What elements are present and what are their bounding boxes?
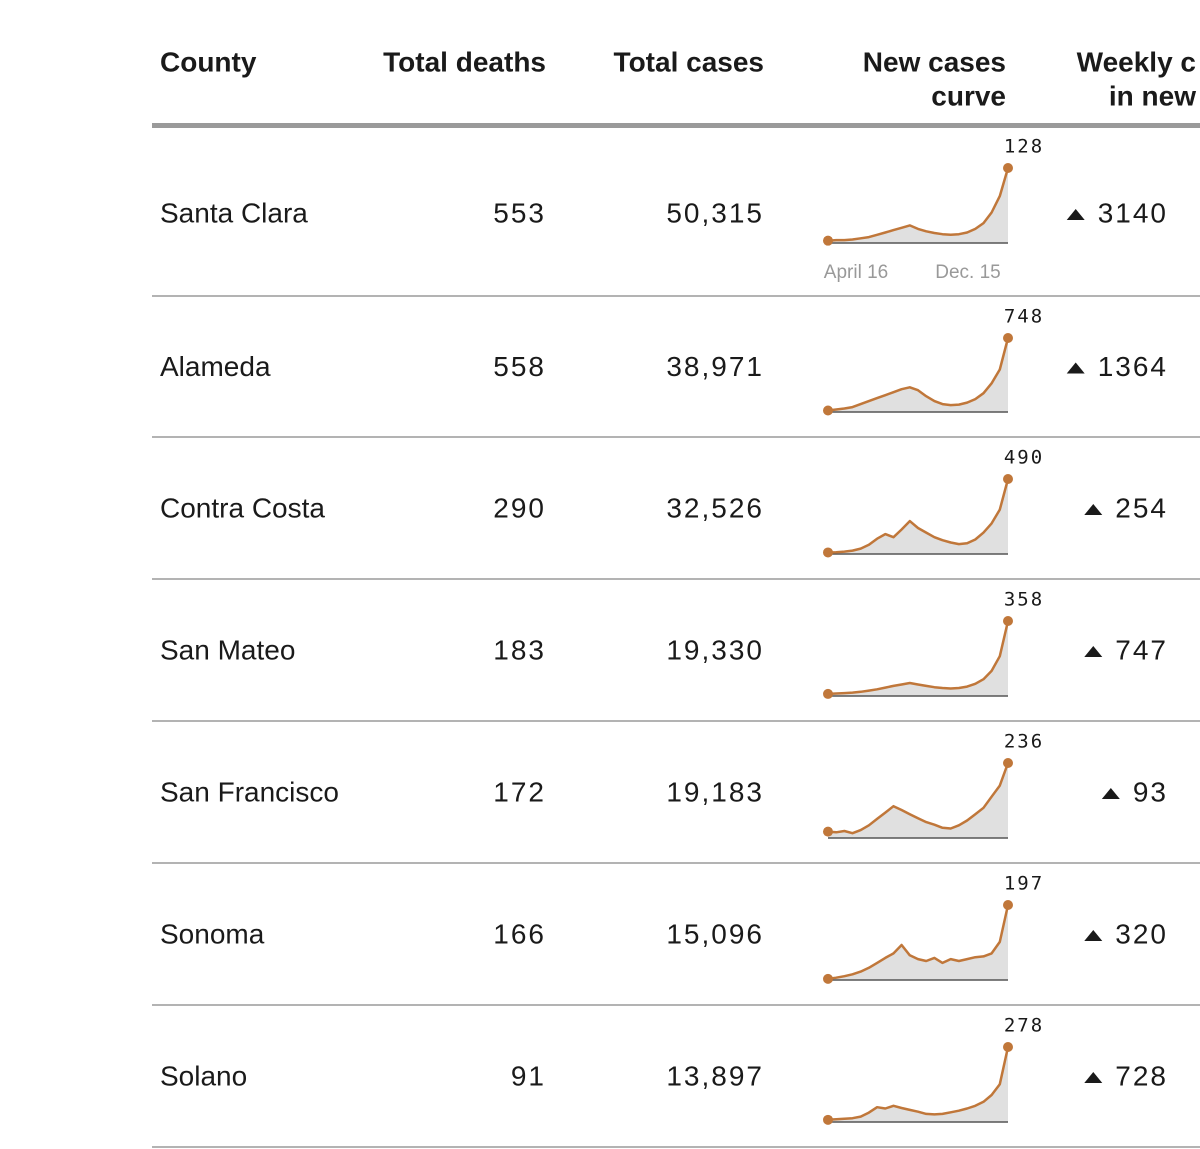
cases: 50,315	[666, 197, 764, 228]
column-header: Total deaths	[383, 46, 546, 77]
curve-start-dot	[823, 1114, 833, 1125]
weekly-change: 93	[1133, 776, 1168, 807]
curve-end-dot	[1003, 616, 1013, 626]
up-arrow	[1084, 504, 1103, 515]
curve-area	[828, 479, 1008, 554]
cases: 15,096	[666, 918, 764, 949]
curve-start-dot	[823, 235, 833, 246]
curve-x-label: Dec. 15	[935, 262, 1000, 283]
deaths: 183	[493, 634, 546, 665]
curve-line	[827, 167, 1010, 242]
deaths: 558	[493, 351, 546, 382]
up-arrow	[1066, 362, 1085, 374]
curve-area	[828, 621, 1008, 696]
curve-end-dot	[1003, 1042, 1013, 1052]
curve-end-dot	[1003, 333, 1013, 343]
county: Alameda	[160, 351, 271, 382]
county: Sonoma	[160, 918, 265, 949]
curve-start-dot	[823, 826, 833, 837]
curve-line	[827, 478, 1010, 554]
curve-area	[828, 338, 1008, 412]
peak-label: 358	[1004, 589, 1044, 611]
weekly-change: 3140	[1098, 197, 1168, 228]
cases: 32,526	[666, 492, 764, 523]
up-arrow	[1101, 788, 1120, 799]
peak-label: 128	[1004, 136, 1044, 158]
column-header: New cases	[863, 46, 1006, 77]
up-arrow	[1084, 646, 1103, 657]
column-header: curve	[931, 80, 1006, 111]
deaths: 172	[493, 776, 546, 807]
weekly-change: 254	[1115, 492, 1168, 523]
curve-line	[827, 337, 1010, 412]
weekly-change: 320	[1115, 918, 1168, 949]
deaths: 166	[493, 918, 546, 949]
peak-label: 748	[1004, 306, 1044, 328]
county: San Francisco	[160, 776, 339, 807]
cases: 38,971	[666, 351, 764, 382]
header-rule	[152, 123, 1200, 128]
curve-line	[827, 762, 1010, 835]
column-header: Weekly c	[1077, 46, 1196, 77]
cases: 19,183	[666, 776, 764, 807]
county: San Mateo	[160, 634, 295, 665]
deaths: 91	[511, 1060, 546, 1091]
curve-line	[827, 1046, 1010, 1122]
county: Contra Costa	[160, 492, 325, 523]
curve-end-dot	[1003, 474, 1013, 484]
curve-end-dot	[1003, 163, 1013, 173]
column-header: in new	[1109, 80, 1196, 111]
weekly-change: 747	[1115, 634, 1168, 665]
curve-start-dot	[823, 547, 833, 558]
peak-label: 197	[1004, 873, 1044, 895]
up-arrow	[1066, 209, 1085, 220]
curve-start-dot	[823, 405, 833, 416]
cases: 13,897	[666, 1060, 764, 1091]
curve-area	[828, 763, 1008, 838]
column-header: Total cases	[614, 46, 764, 77]
curve-line	[827, 620, 1010, 696]
deaths: 290	[493, 492, 546, 523]
up-arrow	[1084, 1072, 1103, 1083]
peak-label: 278	[1004, 1015, 1044, 1037]
peak-label: 490	[1004, 447, 1044, 469]
curve-area	[828, 168, 1008, 243]
curve-start-dot	[823, 688, 833, 699]
curve-area	[828, 905, 1008, 980]
deaths: 553	[493, 197, 546, 228]
county: Santa Clara	[160, 197, 308, 228]
weekly-change: 728	[1115, 1060, 1168, 1091]
county: Solano	[160, 1060, 247, 1091]
cases: 19,330	[666, 634, 764, 665]
curve-line	[827, 904, 1010, 981]
column-header: County	[160, 46, 257, 77]
curve-start-dot	[823, 973, 833, 984]
up-arrow	[1084, 930, 1103, 941]
peak-label: 236	[1004, 731, 1044, 753]
curve-area	[828, 1047, 1008, 1122]
curve-end-dot	[1003, 900, 1013, 910]
weekly-change: 1364	[1098, 351, 1168, 382]
curve-x-label: April 16	[824, 262, 888, 283]
curve-end-dot	[1003, 758, 1013, 768]
